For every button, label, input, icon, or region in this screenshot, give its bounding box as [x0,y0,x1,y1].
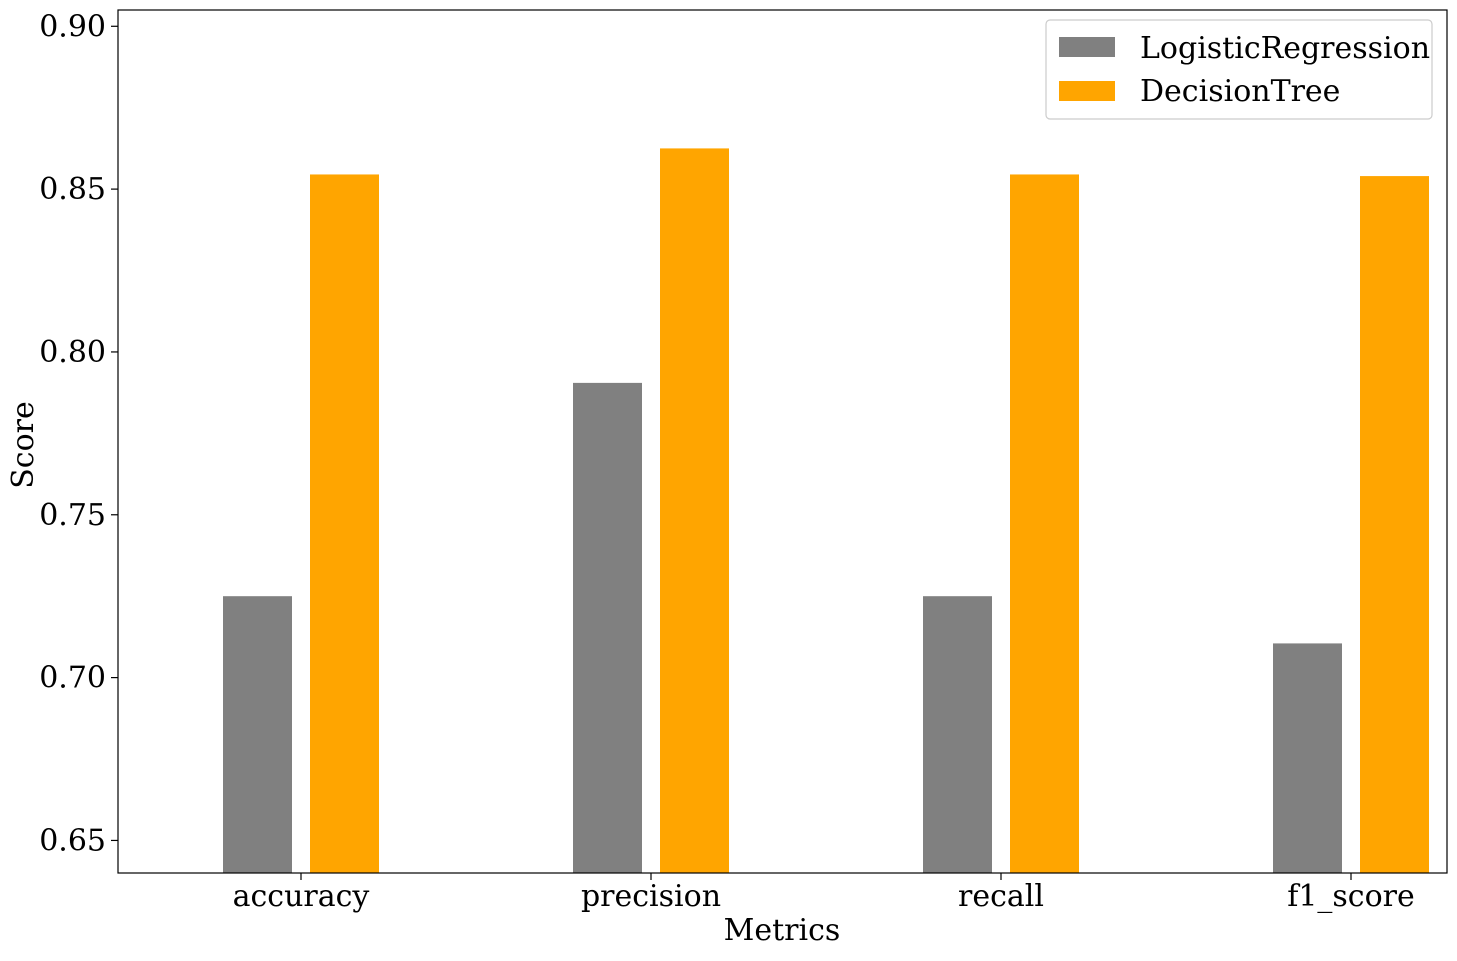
bar-logisticregression-recall [923,596,992,873]
legend-label-decisiontree: DecisionTree [1140,74,1340,109]
bar-decisiontree-accuracy [310,174,379,873]
x-tick-label: f1_score [1287,879,1415,914]
y-tick-label: 0.90 [39,9,106,44]
legend-frame [1045,19,1433,120]
bar-logisticregression-precision [573,382,642,873]
legend-swatch-decisiontree [1059,81,1115,101]
legend-label-logisticregression: LogisticRegression [1140,31,1430,66]
bar-logisticregression-f1-score [1273,643,1342,873]
y-tick-label: 0.70 [39,661,106,696]
y-tick-label: 0.80 [39,335,106,370]
legend: LogisticRegression DecisionTree [1045,19,1433,120]
bars [223,148,1429,874]
y-tick-label: 0.65 [39,823,106,858]
x-axis-label: Metrics [724,913,841,948]
bar-decisiontree-recall [1010,174,1079,873]
x-tick-label: precision [581,879,721,914]
bar-decisiontree-precision [660,148,729,874]
bar-decisiontree-f1-score [1360,176,1429,873]
y-axis-ticks: 0.65 0.70 0.75 0.80 0.85 0.90 [39,9,118,858]
x-tick-label: recall [958,879,1044,914]
bar-logisticregression-accuracy [223,596,292,873]
y-axis-label: Score [6,401,41,489]
y-tick-label: 0.85 [39,172,106,207]
y-tick-label: 0.75 [39,498,106,533]
x-tick-label: accuracy [233,879,370,914]
plot-frame [117,9,1448,874]
x-axis-ticks: accuracy precision recall f1_score [233,873,1415,914]
legend-swatch-logisticregression [1059,37,1115,57]
